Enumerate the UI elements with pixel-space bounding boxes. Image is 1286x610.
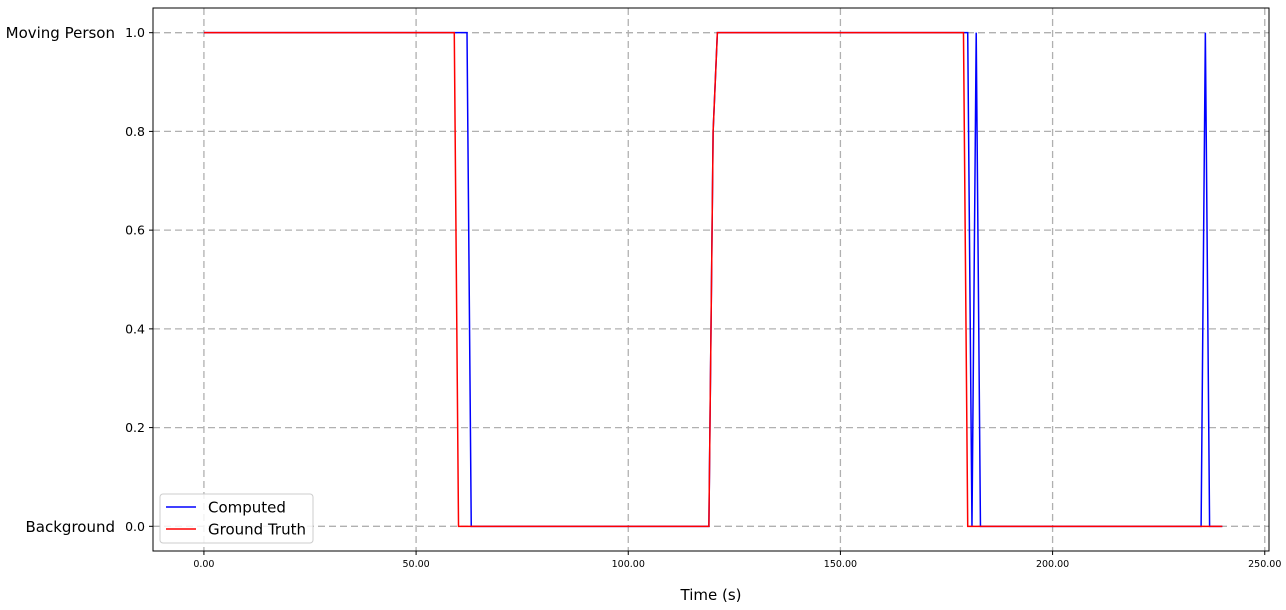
x-tick-label: 100.00 xyxy=(612,559,645,570)
y-tick-label: 0.6 xyxy=(125,223,145,238)
legend-label: Ground Truth xyxy=(208,521,306,539)
y-tick-label: 0.2 xyxy=(125,420,145,435)
series-line-ground-truth xyxy=(203,31,1223,528)
x-tick-label: 250.00 xyxy=(1248,559,1281,570)
x-axis-label: Time (s) xyxy=(680,586,742,604)
legend-box xyxy=(159,493,314,544)
series-line-computed xyxy=(203,31,1223,528)
y-category-label: Background xyxy=(26,518,116,536)
legend-label: Computed xyxy=(208,499,286,517)
x-tick-label: 50.00 xyxy=(402,559,429,570)
legend: Computed Ground Truth xyxy=(159,493,314,544)
plot-frame xyxy=(152,7,1270,552)
series-layer xyxy=(203,31,1223,528)
y-tick-label: 1.0 xyxy=(125,25,145,40)
y-tick-label: 0.4 xyxy=(125,321,145,336)
y-tick-label: 0.0 xyxy=(125,519,145,534)
y-tick-label: 0.8 xyxy=(125,124,145,139)
x-tick-label: 0.00 xyxy=(193,559,214,570)
x-tick-label: 200.00 xyxy=(1036,559,1069,570)
ticks-layer xyxy=(149,32,1266,555)
labels-layer: 0.00 50.00 100.00 150.00 200.00 250.00 0.0 0.2 0… xyxy=(6,24,1282,570)
y-category-label: Moving Person xyxy=(6,24,115,42)
x-tick-label: 150.00 xyxy=(824,559,857,570)
